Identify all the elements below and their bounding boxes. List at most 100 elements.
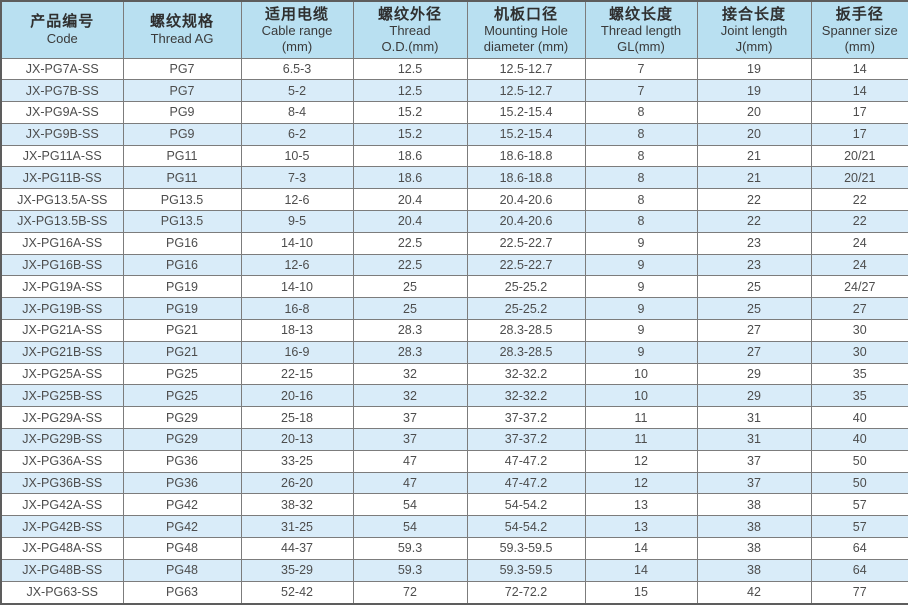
- table-cell: JX-PG21B-SS: [0, 340, 124, 364]
- table-cell: JX-PG19A-SS: [0, 275, 124, 299]
- column-header: 产品编号 Code: [0, 0, 124, 59]
- table-cell: 12.5: [352, 79, 468, 103]
- table-row: JX-PG29B-SS PG29 20-13 37 37-37.2 11 31 40: [0, 428, 908, 451]
- table-cell: 5-2: [240, 79, 354, 103]
- table-cell: 59.3: [352, 558, 468, 582]
- table-cell: 14-10: [240, 231, 354, 255]
- table-cell: 20/21: [810, 144, 908, 168]
- table-cell: 9: [584, 275, 698, 299]
- table-cell: JX-PG13.5A-SS: [0, 188, 124, 212]
- table-cell: 72: [352, 580, 468, 605]
- table-cell: 7: [584, 57, 698, 81]
- table-cell: 54: [352, 515, 468, 539]
- table-cell: 6-2: [240, 122, 354, 146]
- table-cell: 20.4: [352, 210, 468, 233]
- table-cell: 14: [810, 57, 908, 81]
- table-cell: 54: [352, 493, 468, 517]
- table-cell: 17: [810, 122, 908, 146]
- table-row: JX-PG42B-SS PG42 31-25 54 54-54.2 13 38 57: [0, 515, 908, 539]
- table-cell: 59.3-59.5: [466, 537, 586, 560]
- table-cell: 38: [696, 515, 812, 539]
- column-header-en: Thread length: [600, 23, 682, 39]
- column-header-en: Spanner size: [821, 23, 898, 39]
- table-cell: PG11: [122, 166, 242, 190]
- table-cell: PG42: [122, 493, 242, 517]
- table-header-row: 产品编号 Code 螺纹规格 Thread AG 适用电缆 Cable range (mm)…: [0, 0, 908, 59]
- table-cell: 20.4-20.6: [466, 188, 586, 212]
- table-cell: 38: [696, 493, 812, 517]
- table-cell: 31-25: [240, 515, 354, 539]
- table-cell: 25: [696, 297, 812, 321]
- table-cell: 8: [584, 122, 698, 146]
- table-row: JX-PG25A-SS PG25 22-15 32 32-32.2 10 29 35: [0, 362, 908, 386]
- table-cell: PG9: [122, 122, 242, 146]
- column-header-zh: 产品编号: [30, 13, 95, 31]
- table-cell: 47-47.2: [466, 471, 586, 495]
- table-cell: JX-PG16B-SS: [0, 253, 124, 277]
- table-cell: 64: [810, 537, 908, 560]
- column-header: 扳手径 Spanner size (mm): [810, 0, 908, 59]
- column-header-en: diameter (mm): [483, 38, 569, 54]
- column-header-en: O.D.(mm): [381, 38, 439, 54]
- table-cell: 14-10: [240, 275, 354, 299]
- table-cell: 29: [696, 362, 812, 386]
- table-cell: JX-PG16A-SS: [0, 231, 124, 255]
- table-cell: 57: [810, 493, 908, 517]
- table-cell: 9: [584, 253, 698, 277]
- column-header-en: Mounting Hole: [484, 23, 568, 39]
- table-cell: 7-3: [240, 166, 354, 190]
- column-header-en: (mm): [844, 38, 875, 54]
- table-row: JX-PG16A-SS PG16 14-10 22.5 22.5-22.7 9 23 24: [0, 231, 908, 255]
- table-body: JX-PG7A-SS PG7 6.5-3 12.5 12.5-12.7 7 19 14 JX-P…: [0, 57, 908, 605]
- table-cell: 28.3: [352, 340, 468, 364]
- table-cell: 18.6: [352, 166, 468, 190]
- table-cell: 14: [810, 79, 908, 103]
- table-cell: 9: [584, 231, 698, 255]
- table-cell: PG7: [122, 79, 242, 103]
- table-cell: 24: [810, 253, 908, 277]
- column-header-zh: 机板口径: [493, 5, 558, 23]
- table-cell: 24: [810, 231, 908, 255]
- table-cell: 25: [352, 297, 468, 321]
- table-cell: 22.5: [352, 253, 468, 277]
- table-cell: 9: [584, 319, 698, 342]
- table-cell: 22.5: [352, 231, 468, 255]
- table-cell: 23: [696, 231, 812, 255]
- table-cell: 20: [696, 122, 812, 146]
- table-cell: 22: [810, 188, 908, 212]
- table-cell: 28.3-28.5: [466, 340, 586, 364]
- table-cell: 14: [584, 537, 698, 560]
- table-cell: 15: [584, 580, 698, 605]
- table-cell: JX-PG25A-SS: [0, 362, 124, 386]
- table-cell: 47: [352, 471, 468, 495]
- column-header-en: J(mm): [735, 38, 773, 54]
- table-cell: JX-PG9B-SS: [0, 122, 124, 146]
- table-cell: 20: [696, 101, 812, 124]
- column-header-zh: 扳手径: [835, 5, 884, 23]
- table-row: JX-PG29A-SS PG29 25-18 37 37-37.2 11 31 40: [0, 406, 908, 430]
- table-row: JX-PG9A-SS PG9 8-4 15.2 15.2-15.4 8 20 17: [0, 101, 908, 124]
- table-cell: 23: [696, 253, 812, 277]
- column-header-en: GL(mm): [617, 38, 665, 54]
- table-cell: PG36: [122, 449, 242, 473]
- table-row: JX-PG19A-SS PG19 14-10 25 25-25.2 9 25 24/27: [0, 275, 908, 299]
- table-cell: 12: [584, 449, 698, 473]
- table-cell: 8: [584, 166, 698, 190]
- table-row: JX-PG48B-SS PG48 35-29 59.3 59.3-59.5 14 38 64: [0, 558, 908, 582]
- table-cell: 59.3: [352, 537, 468, 560]
- table-row: JX-PG7A-SS PG7 6.5-3 12.5 12.5-12.7 7 19 14: [0, 57, 908, 81]
- table-cell: 12.5-12.7: [466, 57, 586, 81]
- table-cell: 25-25.2: [466, 297, 586, 321]
- table-cell: 44-37: [240, 537, 354, 560]
- table-row: JX-PG11A-SS PG11 10-5 18.6 18.6-18.8 8 21 20/21: [0, 144, 908, 168]
- table-cell: 30: [810, 319, 908, 342]
- table-cell: JX-PG29B-SS: [0, 428, 124, 451]
- table-cell: 11: [584, 406, 698, 430]
- table-row: JX-PG19B-SS PG19 16-8 25 25-25.2 9 25 27: [0, 297, 908, 321]
- table-cell: 54-54.2: [466, 493, 586, 517]
- table-cell: 50: [810, 471, 908, 495]
- table-cell: 72-72.2: [466, 580, 586, 605]
- table-cell: 7: [584, 79, 698, 103]
- table-header: 产品编号 Code 螺纹规格 Thread AG 适用电缆 Cable range (mm)…: [0, 0, 908, 59]
- table-cell: 12.5-12.7: [466, 79, 586, 103]
